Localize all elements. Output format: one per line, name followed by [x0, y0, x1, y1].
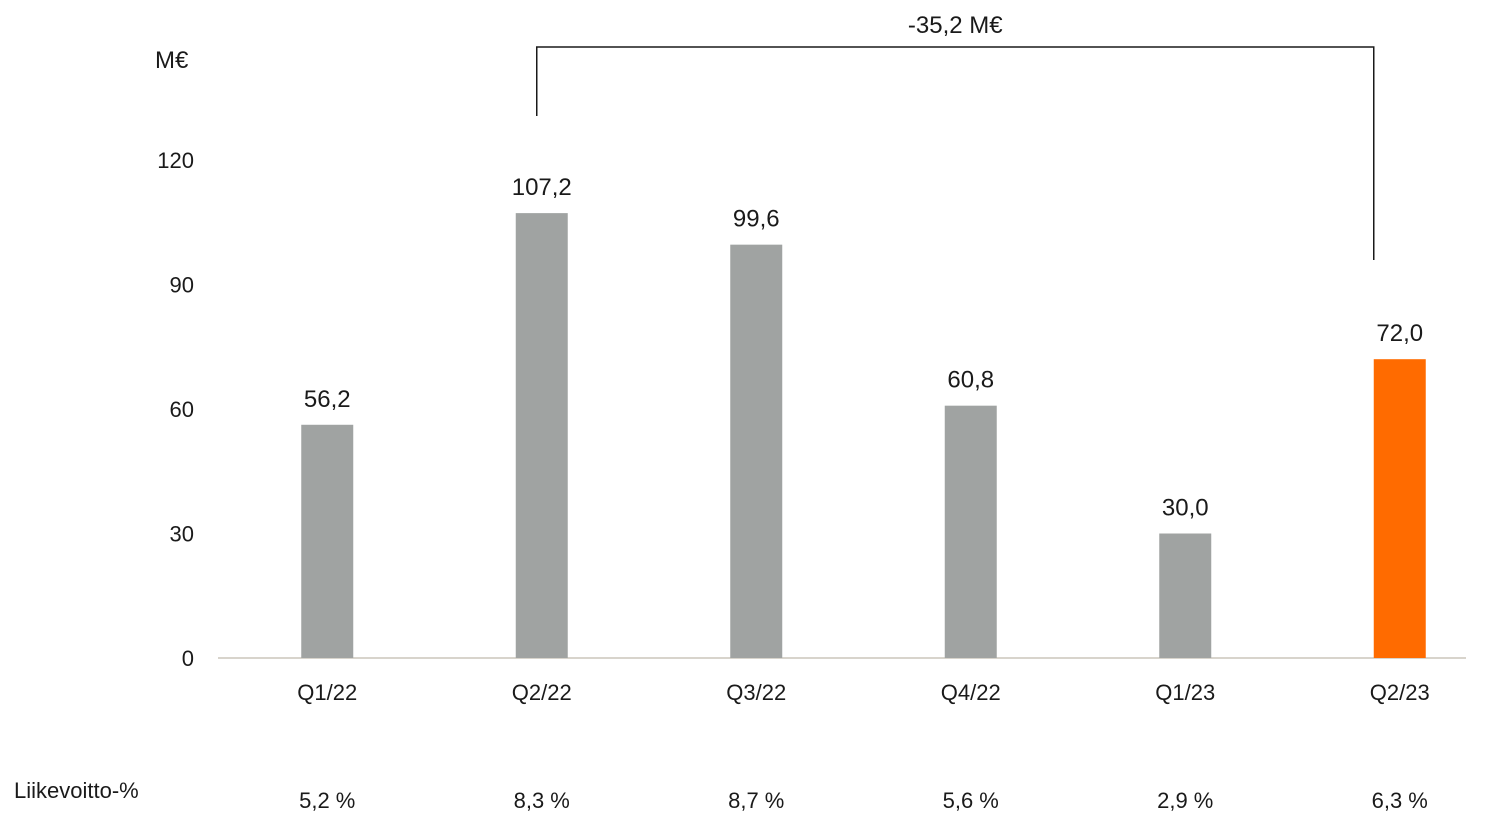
operating-margin-value: 2,9 % — [1157, 788, 1213, 813]
operating-margin-value: 6,3 % — [1372, 788, 1428, 813]
y-tick-label: 60 — [170, 397, 194, 422]
bar — [1373, 359, 1426, 658]
operating-margin-value: 5,6 % — [943, 788, 999, 813]
bar — [944, 405, 997, 658]
difference-bracket — [536, 46, 1375, 260]
operating-margin-value: 5,2 % — [299, 788, 355, 813]
y-tick-label: 0 — [182, 646, 194, 671]
data-label: 56,2 — [304, 386, 351, 413]
operating-margin-value: 8,3 % — [514, 788, 570, 813]
x-tick-label: Q4/22 — [941, 680, 1001, 705]
data-label: 30,0 — [1162, 495, 1209, 522]
x-tick-label: Q2/23 — [1370, 680, 1430, 705]
operating-margin-value: 8,7 % — [728, 788, 784, 813]
y-axis-ticks: 0 30 60 90 120 — [157, 148, 194, 671]
difference-annotation: -35,2 M€ — [536, 12, 1375, 260]
x-axis-category-labels: Q1/22 Q2/22 Q3/22 Q4/22 Q1/23 Q2/23 — [297, 680, 1429, 705]
x-tick-label: Q1/22 — [297, 680, 357, 705]
difference-label: -35,2 M€ — [908, 12, 1003, 39]
data-label: 60,8 — [947, 367, 994, 394]
data-label: 72,0 — [1376, 320, 1423, 347]
bars — [301, 213, 1426, 658]
data-labels: 56,2 107,2 99,6 60,8 30,0 72,0 — [304, 174, 1423, 521]
y-tick-label: 30 — [170, 522, 194, 547]
x-tick-label: Q3/22 — [726, 680, 786, 705]
y-tick-label: 120 — [157, 148, 194, 173]
operating-margin-row-values: 5,2 % 8,3 % 8,7 % 5,6 % 2,9 % 6,3 % — [299, 788, 1428, 813]
y-axis-unit-label: M€ — [155, 47, 189, 74]
x-tick-label: Q2/22 — [512, 680, 572, 705]
bar — [730, 244, 783, 658]
operating-margin-row-label: Liikevoitto-% — [14, 778, 139, 803]
x-tick-label: Q1/23 — [1155, 680, 1215, 705]
y-tick-label: 90 — [170, 273, 194, 298]
bar — [1159, 533, 1212, 658]
data-label: 99,6 — [733, 206, 780, 233]
bar — [515, 213, 568, 658]
data-label: 107,2 — [512, 174, 572, 201]
bar — [301, 424, 354, 658]
